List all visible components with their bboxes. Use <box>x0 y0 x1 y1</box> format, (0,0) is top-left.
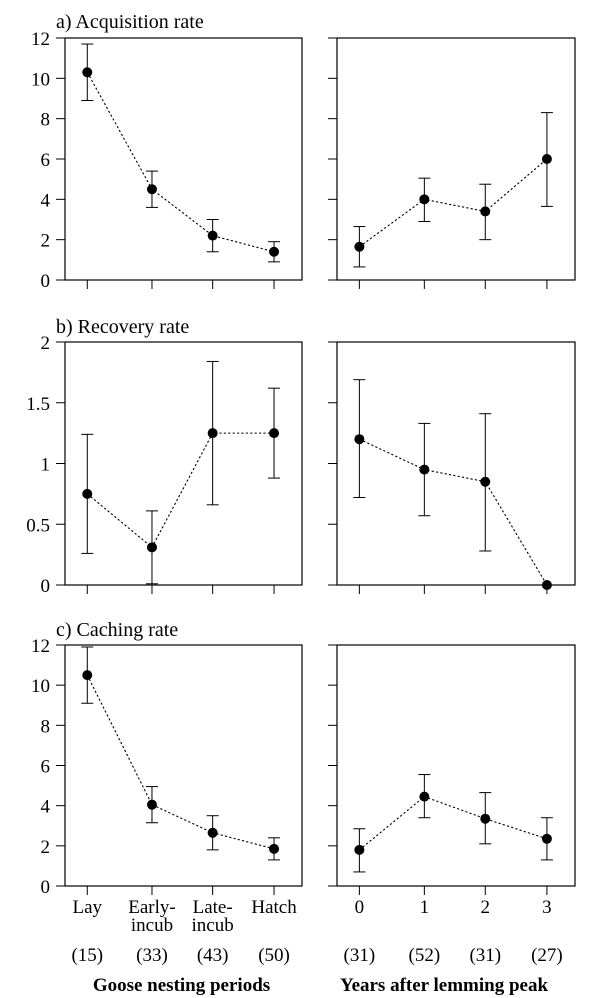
plot-frame <box>336 37 576 281</box>
sample-size-label: (31) <box>344 945 376 966</box>
x-axis-title: Goose nesting periods <box>93 975 270 996</box>
sample-size-label: (27) <box>531 945 563 966</box>
series-line <box>86 72 275 253</box>
data-point <box>480 813 491 824</box>
panel-title: a) Acquisition rate <box>56 11 204 33</box>
data-point <box>82 67 93 78</box>
data-point <box>480 206 491 217</box>
data-point <box>269 428 280 439</box>
plot-frame <box>64 37 303 281</box>
data-point <box>146 184 157 195</box>
y-tick-label: 6 <box>41 757 51 778</box>
sample-size-label: (43) <box>197 945 229 966</box>
y-tick-label: 8 <box>41 716 51 737</box>
series-line <box>86 432 275 549</box>
data-point <box>354 241 365 252</box>
y-tick-label: 2 <box>41 231 51 252</box>
data-point <box>207 827 218 838</box>
y-tick-label: 10 <box>31 676 50 697</box>
data-point <box>354 844 365 855</box>
data-point <box>207 428 218 439</box>
x-tick-label: Lay <box>73 897 103 918</box>
data-point <box>207 230 218 241</box>
x-tick-label: Hatch <box>251 897 297 918</box>
y-tick-label: 4 <box>41 797 51 818</box>
data-point <box>82 488 93 499</box>
y-tick-label: 8 <box>41 110 51 131</box>
data-point <box>480 476 491 487</box>
data-point <box>541 833 552 844</box>
y-tick-label: 12 <box>31 636 50 657</box>
plot-frame <box>336 644 576 887</box>
series-line <box>359 438 548 586</box>
x-tick-label: 2 <box>481 897 491 918</box>
series-line <box>359 796 548 851</box>
data-point <box>82 670 93 681</box>
series-line <box>359 158 548 248</box>
y-tick-label: 1 <box>41 455 51 476</box>
data-point <box>269 246 280 257</box>
x-tick-label: Early- <box>128 897 175 918</box>
y-tick-label: 4 <box>41 190 51 211</box>
y-tick-label: 2 <box>41 837 51 858</box>
y-tick-label: 0.5 <box>26 515 50 536</box>
sample-size-label: (52) <box>409 945 441 966</box>
data-point <box>146 542 157 553</box>
y-tick-label: 0 <box>41 271 51 292</box>
y-tick-label: 1.5 <box>26 394 50 415</box>
data-point <box>354 434 365 445</box>
data-point <box>419 464 430 475</box>
x-tick-label: 3 <box>542 897 552 918</box>
sample-size-label: (31) <box>469 945 501 966</box>
sample-size-label: (33) <box>136 945 168 966</box>
data-point <box>419 194 430 205</box>
y-tick-label: 0 <box>41 877 51 898</box>
plot-frame <box>64 341 303 586</box>
sample-size-label: (15) <box>71 945 103 966</box>
panel-title: b) Recovery rate <box>56 316 189 338</box>
sample-size-label: (50) <box>258 945 290 966</box>
data-point <box>541 154 552 164</box>
x-tick-label: incub <box>131 915 173 936</box>
data-point <box>146 799 157 810</box>
y-tick-label: 6 <box>41 150 51 171</box>
plot-frame <box>64 644 303 887</box>
x-tick-label: incub <box>192 915 234 936</box>
y-tick-label: 10 <box>31 69 50 90</box>
series-line <box>86 674 275 850</box>
x-tick-label: 1 <box>420 897 430 918</box>
panel-title: c) Caching rate <box>56 619 178 641</box>
x-axis-title: Years after lemming peak <box>340 975 549 996</box>
data-point <box>419 791 430 802</box>
data-point <box>541 580 552 590</box>
data-point <box>269 843 280 854</box>
x-tick-label: 0 <box>355 897 365 918</box>
y-tick-label: 0 <box>41 576 51 597</box>
x-tick-label: Late- <box>193 897 233 918</box>
plot-frame <box>336 341 576 586</box>
y-tick-label: 12 <box>31 29 50 50</box>
y-tick-label: 2 <box>41 333 51 354</box>
